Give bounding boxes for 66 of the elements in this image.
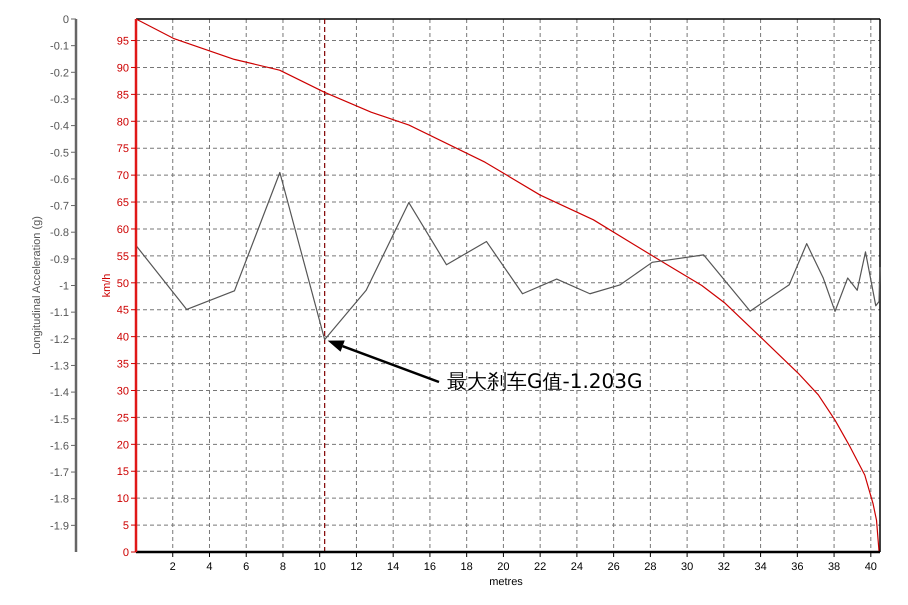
x-tick-label: 32	[718, 561, 730, 573]
x-tick-label: 34	[754, 561, 767, 573]
y2-tick-label: -1.5	[50, 414, 69, 426]
y2-tick-label: -1.7	[50, 467, 69, 480]
y2-tick-label: -0.1	[50, 40, 69, 53]
y-tick-label: 30	[116, 385, 129, 398]
x-tick-label: 20	[497, 561, 510, 573]
y-tick-label: 65	[116, 197, 129, 210]
y-tick-label: 50	[116, 278, 129, 290]
x-tick-label: 16	[424, 561, 436, 573]
y-tick-label: 20	[116, 439, 129, 452]
y2-tick-label: -1.4	[50, 387, 69, 400]
y-tick-label: 25	[116, 412, 129, 424]
y-tick-label: 95	[116, 36, 129, 48]
x-tick-label: 4	[206, 561, 213, 573]
x-tick-label: 10	[314, 561, 326, 573]
y-tick-label: 60	[116, 224, 129, 236]
y-tick-label: 55	[116, 250, 129, 263]
annotation: 最大刹车G值-1.203G	[447, 369, 642, 393]
line-series	[135, 172, 880, 340]
y2-tick-label: -0.5	[50, 147, 69, 160]
y-tick-label: 80	[116, 116, 129, 128]
x-tick-label: 14	[387, 561, 400, 573]
y-tick-label: 40	[116, 332, 129, 344]
y2-tick-label: -0.3	[50, 94, 69, 106]
y-tick-label: 75	[116, 143, 129, 156]
y-tick-label: 45	[116, 304, 129, 317]
y2-tick-label: -0.2	[50, 67, 69, 80]
x-tick-label: 6	[243, 561, 250, 573]
y-tick-label: 90	[116, 62, 129, 74]
y2-tick-label: -0.8	[50, 227, 69, 240]
x-axis-title: metres	[489, 576, 524, 588]
y2-tick-label: -0.9	[50, 254, 69, 266]
y2-tick-label: -1.3	[50, 360, 69, 372]
y-tick-label: 10	[116, 493, 129, 506]
x-tick-label: 18	[460, 561, 473, 573]
y-tick-label: 35	[116, 358, 129, 371]
y-axis-title: km/h	[101, 274, 113, 298]
x-tick-label: 38	[828, 561, 840, 573]
y-tick-label: 85	[116, 89, 129, 102]
y-tick-label: 15	[116, 466, 129, 478]
x-tick-label: 30	[680, 561, 694, 573]
line-series	[135, 18, 880, 553]
y2-axis-title: Longitudinal Acceleration (g)	[31, 216, 43, 355]
x-tick-label: 2	[170, 561, 176, 573]
x-tick-label: 28	[644, 561, 656, 573]
x-tick-label: 26	[608, 561, 620, 573]
y2-tick-label: -1.8	[50, 494, 69, 506]
y2-tick-label: -1.6	[50, 440, 69, 452]
x-tick-label: 24	[570, 561, 584, 573]
y2-tick-label: -1.9	[50, 520, 69, 532]
y2-tick-label: -0.4	[50, 120, 69, 133]
x-tick-label: 22	[534, 561, 546, 573]
y-tick-label: 0	[122, 547, 129, 559]
y2-tick-label: -0.6	[50, 174, 69, 186]
y-tick-label: 70	[116, 170, 129, 182]
y2-tick-label: -1.2	[50, 334, 69, 346]
x-tick-label: 8	[280, 561, 286, 573]
x-tick-label: 36	[791, 561, 804, 573]
x-tick-label: 12	[350, 561, 363, 573]
y2-tick-label: -1	[59, 280, 69, 292]
y2-tick-label: 0	[62, 14, 69, 26]
y2-tick-label: -1.1	[50, 307, 69, 320]
y2-tick-label: -0.7	[50, 200, 69, 213]
y-tick-label: 5	[122, 520, 129, 532]
x-tick-label: 40	[864, 561, 877, 573]
